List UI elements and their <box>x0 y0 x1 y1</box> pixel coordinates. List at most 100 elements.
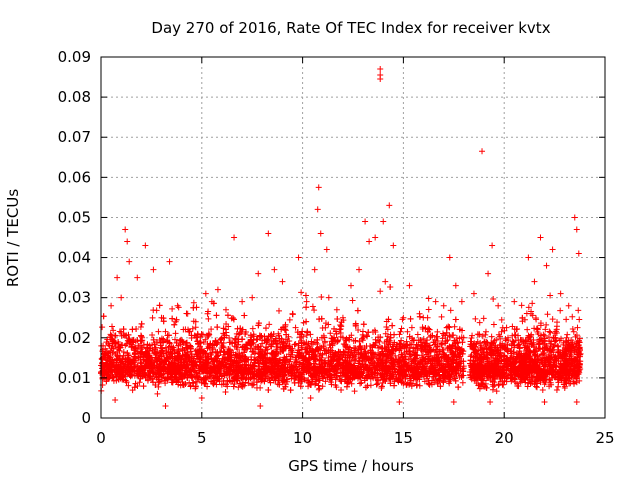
data-point <box>155 383 162 390</box>
data-point <box>302 292 309 299</box>
data-point <box>213 312 220 319</box>
data-point <box>229 340 236 347</box>
data-point <box>397 328 404 335</box>
data-point <box>249 325 256 332</box>
data-point <box>235 384 242 391</box>
data-point <box>351 348 358 355</box>
data-point <box>291 379 298 386</box>
data-point <box>155 328 162 335</box>
data-point <box>109 323 116 330</box>
data-point <box>150 307 157 314</box>
data-point <box>334 315 341 322</box>
data-point <box>129 326 136 333</box>
data-point <box>427 332 434 339</box>
data-point <box>156 302 163 309</box>
data-point <box>414 331 421 338</box>
data-point <box>322 378 329 385</box>
data-point <box>459 339 466 346</box>
data-point <box>383 324 390 331</box>
data-point <box>208 326 215 333</box>
data-point <box>140 383 147 390</box>
data-point <box>425 295 432 302</box>
data-point <box>190 304 197 311</box>
data-point <box>233 330 240 337</box>
data-point <box>99 324 106 331</box>
data-point <box>253 336 260 343</box>
data-point <box>222 389 229 396</box>
data-point <box>169 315 176 322</box>
data-point <box>198 331 205 338</box>
data-point <box>172 330 179 337</box>
data-point <box>265 387 272 394</box>
data-point <box>355 326 362 333</box>
data-point <box>377 288 384 295</box>
data-point <box>404 328 411 335</box>
data-point <box>354 307 361 314</box>
data-point <box>257 384 264 391</box>
data-point <box>231 381 238 388</box>
data-point <box>438 313 445 320</box>
data-point <box>482 328 489 335</box>
data-point <box>408 324 415 331</box>
data-point <box>407 315 414 322</box>
data-point <box>262 325 269 332</box>
data-point <box>322 324 329 331</box>
data-point <box>453 335 460 342</box>
data-point <box>351 388 358 395</box>
data-point <box>424 337 431 344</box>
data-point <box>359 337 366 344</box>
data-point <box>455 384 462 391</box>
data-point <box>359 328 366 335</box>
data-point <box>488 333 495 340</box>
data-point <box>338 386 345 393</box>
data-point <box>480 315 487 322</box>
data-point <box>169 305 176 312</box>
data-point <box>447 307 454 314</box>
data-point <box>387 284 394 291</box>
data-point <box>137 324 144 331</box>
data-point <box>396 331 403 338</box>
data-point <box>120 352 127 359</box>
data-point <box>446 324 453 331</box>
data-point <box>349 297 356 304</box>
data-point <box>162 328 169 335</box>
data-point <box>425 306 432 313</box>
data-point <box>110 327 117 334</box>
data-point <box>338 323 345 330</box>
data-point <box>303 304 310 311</box>
data-point <box>192 324 199 331</box>
data-point <box>343 337 350 344</box>
data-point <box>99 381 106 388</box>
data-point <box>459 379 466 386</box>
data-point <box>391 331 398 338</box>
data-point <box>452 316 459 323</box>
data-point <box>138 320 145 327</box>
data-point <box>100 313 107 320</box>
data-point <box>241 312 248 319</box>
data-point <box>224 312 231 319</box>
data-point <box>327 330 334 337</box>
data-point <box>376 338 383 345</box>
data-point <box>311 307 318 314</box>
data-point <box>214 324 221 331</box>
data-point <box>266 321 273 328</box>
data-point <box>149 314 156 321</box>
data-point <box>190 299 197 306</box>
data-point <box>318 293 325 300</box>
data-point <box>309 303 316 310</box>
data-point <box>307 331 314 338</box>
data-point <box>398 325 405 332</box>
data-point <box>358 379 365 386</box>
data-point <box>318 315 325 322</box>
data-point <box>287 387 294 394</box>
data-point <box>286 316 293 323</box>
data-point <box>284 376 291 383</box>
data-point <box>229 315 236 322</box>
data-point <box>360 321 367 328</box>
data-point <box>276 307 283 314</box>
chart-title: Day 270 of 2016, Rate Of TEC Index for r… <box>151 19 550 37</box>
data-point <box>316 385 323 392</box>
data-point <box>116 328 123 335</box>
data-point <box>137 337 144 344</box>
